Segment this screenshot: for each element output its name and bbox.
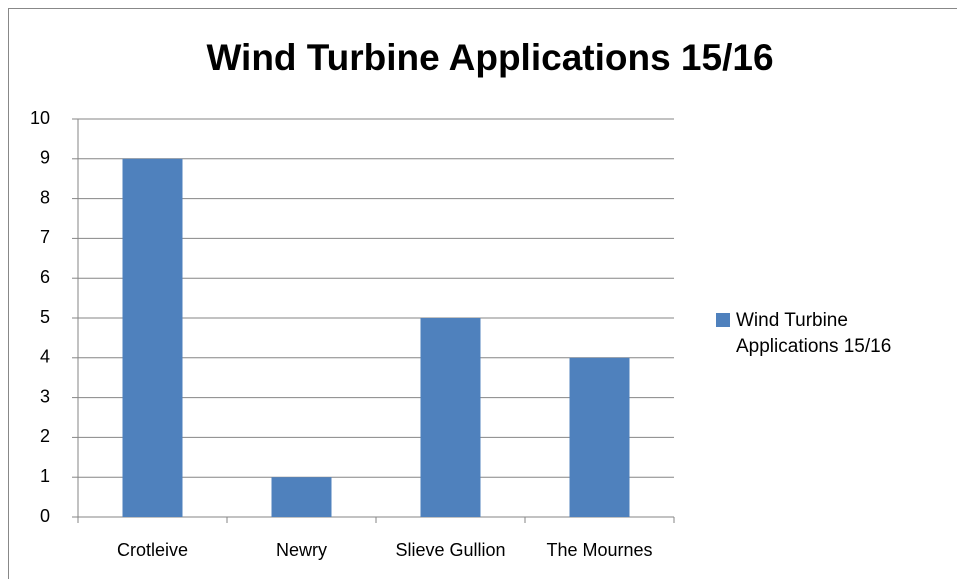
bar (569, 357, 630, 517)
legend-label: Wind Turbine Applications 15/16 (736, 310, 892, 357)
y-tick-label: 2 (40, 426, 50, 446)
y-tick-label: 5 (40, 307, 50, 327)
bar (271, 477, 332, 517)
chart-frame (8, 8, 957, 579)
y-tick-label: 10 (30, 108, 50, 128)
y-tick-label: 8 (40, 187, 50, 207)
y-tick-label: 4 (40, 347, 50, 367)
bar (420, 318, 481, 517)
y-tick-label: 3 (40, 386, 50, 406)
y-tick-label: 6 (40, 267, 50, 287)
chart-title: Wind Turbine Applications 15/16 (206, 37, 773, 78)
bar (122, 158, 183, 518)
y-tick-label: 1 (40, 466, 50, 486)
x-tick-label: The Mournes (546, 540, 652, 560)
legend-swatch (716, 313, 730, 327)
x-tick-label: Crotleive (117, 540, 188, 560)
x-tick-label: Newry (276, 540, 327, 560)
y-tick-label: 7 (40, 227, 50, 247)
y-tick-label: 9 (40, 148, 50, 168)
y-tick-label: 0 (40, 506, 50, 526)
x-tick-label: Slieve Gullion (395, 540, 505, 560)
